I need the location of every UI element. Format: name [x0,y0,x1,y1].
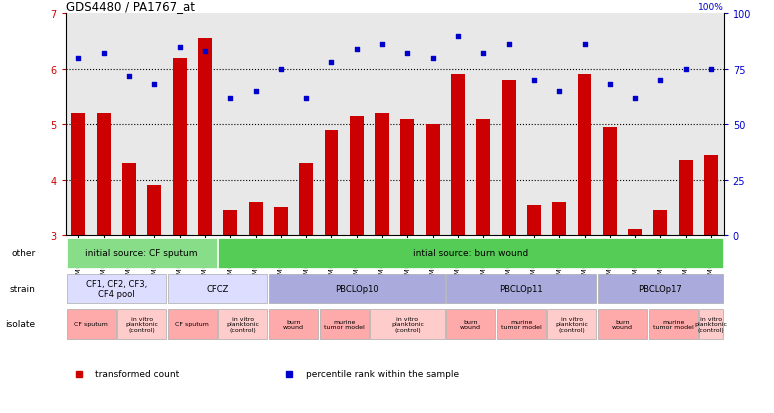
Bar [198,39,212,235]
Bar [598,274,723,304]
Bar [168,309,217,339]
Point [224,95,237,102]
Text: in vitro
planktonic
(control): in vitro planktonic (control) [125,316,158,332]
Bar [67,309,115,339]
Text: CF1, CF2, CF3,
CF4 pool: CF1, CF2, CF3, CF4 pool [86,279,147,298]
Bar [628,230,642,235]
Text: GDS4480 / PA1767_at: GDS4480 / PA1767_at [66,0,195,13]
Bar [173,59,187,235]
Bar [649,309,697,339]
Bar [224,211,237,235]
Bar [497,309,546,339]
Text: CF sputum: CF sputum [74,322,108,327]
Bar [350,116,364,235]
Point [502,42,515,49]
Point [300,95,313,102]
Point [401,51,413,57]
Bar [71,114,85,235]
Point [376,42,389,49]
Text: other: other [11,249,36,258]
Point [654,78,666,84]
Point [680,66,692,73]
Bar [269,309,318,339]
Text: burn
wound: burn wound [612,319,633,330]
Bar [603,128,617,235]
Bar [168,274,268,304]
Text: in vitro
planktonic
(control): in vitro planktonic (control) [556,316,588,332]
Point [199,49,211,55]
Point [604,82,616,88]
Bar [370,309,444,339]
Text: PBCLOp10: PBCLOp10 [335,284,378,293]
Text: strain: strain [9,284,36,293]
Bar [320,309,368,339]
Bar [67,238,217,268]
Text: PBCLOp17: PBCLOp17 [639,284,683,293]
Bar [426,125,440,235]
Text: initial source: CF sputum: initial source: CF sputum [85,249,198,258]
Text: burn
wound: burn wound [461,319,481,330]
Bar [653,211,667,235]
Point [578,42,591,49]
Bar [502,81,515,235]
Bar [704,155,718,235]
Point [452,33,464,40]
Point [705,66,717,73]
Text: 100%: 100% [698,3,724,12]
Text: CFCZ: CFCZ [207,284,229,293]
Bar [547,309,597,339]
Text: burn
wound: burn wound [283,319,304,330]
Point [98,51,110,57]
Bar [476,119,490,235]
Bar [274,208,288,235]
Point [325,60,337,66]
Text: murine
tumor model: murine tumor model [324,319,365,330]
Bar [577,75,591,235]
Bar [446,274,597,304]
Bar [400,119,414,235]
Text: CF sputum: CF sputum [176,322,209,327]
Point [629,95,642,102]
Text: in vitro
planktonic
(control): in vitro planktonic (control) [391,316,424,332]
Bar [300,164,313,235]
Point [72,55,84,62]
Point [148,82,160,88]
Bar [598,309,647,339]
Bar [375,114,389,235]
Bar [679,161,693,235]
Point [477,51,489,57]
Bar [67,274,166,304]
Bar [446,309,495,339]
Point [351,47,363,53]
Bar [527,205,541,235]
Text: in vitro
planktonic
(control): in vitro planktonic (control) [227,316,259,332]
Point [528,78,540,84]
Bar [147,186,161,235]
Bar [117,309,166,339]
Point [249,88,262,95]
Text: percentile rank within the sample: percentile rank within the sample [306,370,459,378]
Text: transformed count: transformed count [95,370,180,378]
Text: intial source: burn wound: intial source: burn wound [413,249,529,258]
Point [173,44,186,51]
Text: isolate: isolate [5,320,36,329]
Point [553,88,566,95]
Bar [97,114,111,235]
Bar [218,238,723,268]
Text: murine
tumor model: murine tumor model [652,319,694,330]
Point [123,73,135,80]
Bar [122,164,136,235]
Bar [451,75,465,235]
Bar [553,202,566,235]
Bar [218,309,268,339]
Bar [248,202,262,235]
Text: murine
tumor model: murine tumor model [501,319,542,330]
Bar [699,309,723,339]
Text: PBCLOp11: PBCLOp11 [499,284,543,293]
Point [426,55,439,62]
Bar [324,131,338,235]
Bar [269,274,444,304]
Point [275,66,287,73]
Text: in vitro
planktonic
(control): in vitro planktonic (control) [694,316,728,332]
